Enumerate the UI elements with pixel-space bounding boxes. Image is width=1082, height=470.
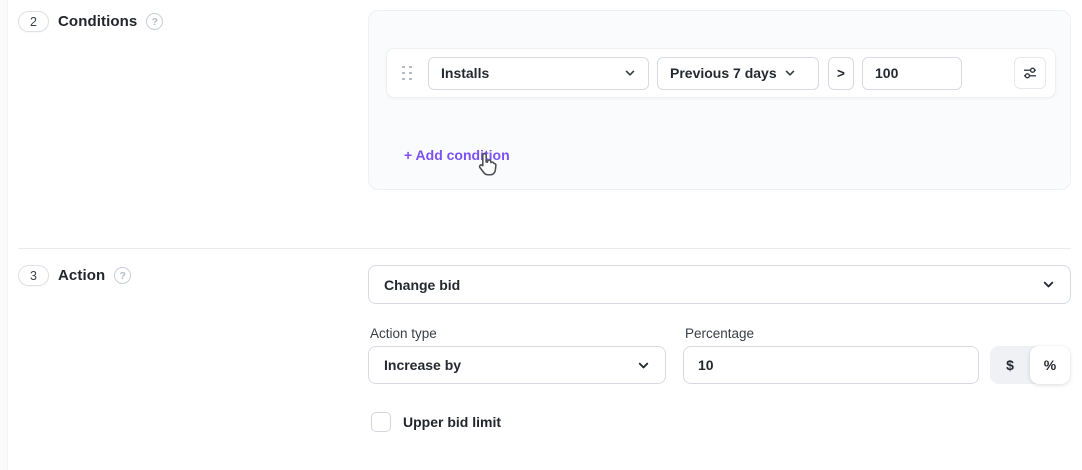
section-title-conditions: Conditions [58,13,138,30]
percentage-label: Percentage [685,326,755,341]
unit-dollar-option[interactable]: $ [1006,357,1014,373]
metric-select-value: Installs [441,65,490,81]
condition-settings-button[interactable] [1014,57,1046,89]
upper-bid-limit-label: Upper bid limit [403,414,501,430]
action-type-select[interactable]: Increase by [368,346,666,384]
hand-pointer-cursor [476,151,498,177]
help-icon[interactable]: ? [114,267,132,284]
step-number-badge: 2 [18,11,49,32]
operator-select[interactable]: > [828,56,854,90]
percentage-input[interactable] [683,346,979,384]
action-step-header: 3 Action ? [18,265,132,286]
conditions-step-header: 2 Conditions ? [18,11,164,32]
threshold-input[interactable] [862,56,962,90]
upper-bid-limit-checkbox[interactable] [371,412,391,432]
action-type-value: Increase by [384,357,462,373]
drag-handle-icon[interactable] [402,65,415,81]
sliders-icon [1022,65,1038,81]
section-divider [18,248,1071,249]
step-number-badge: 3 [18,265,49,286]
period-select-value: Previous 7 days [670,65,777,81]
period-select[interactable]: Previous 7 days [657,56,819,90]
upper-bid-limit-row: Upper bid limit [371,412,501,432]
chevron-down-icon [624,67,636,79]
conditions-card: Installs Previous 7 days > [368,10,1071,190]
action-type-label: Action type [370,326,437,341]
chevron-down-icon [784,67,796,79]
action-select[interactable]: Change bid [368,265,1071,304]
unit-toggle: $ % [990,346,1070,384]
section-title-action: Action [58,267,106,284]
condition-row: Installs Previous 7 days > [386,48,1056,98]
chevron-down-icon [637,359,650,372]
unit-percent-option[interactable]: % [1030,346,1070,384]
action-select-value: Change bid [384,276,461,293]
metric-select[interactable]: Installs [428,56,649,90]
chevron-down-icon [1042,278,1055,291]
help-icon[interactable]: ? [146,13,164,30]
panel-left-edge [0,0,8,470]
operator-value: > [837,65,845,81]
